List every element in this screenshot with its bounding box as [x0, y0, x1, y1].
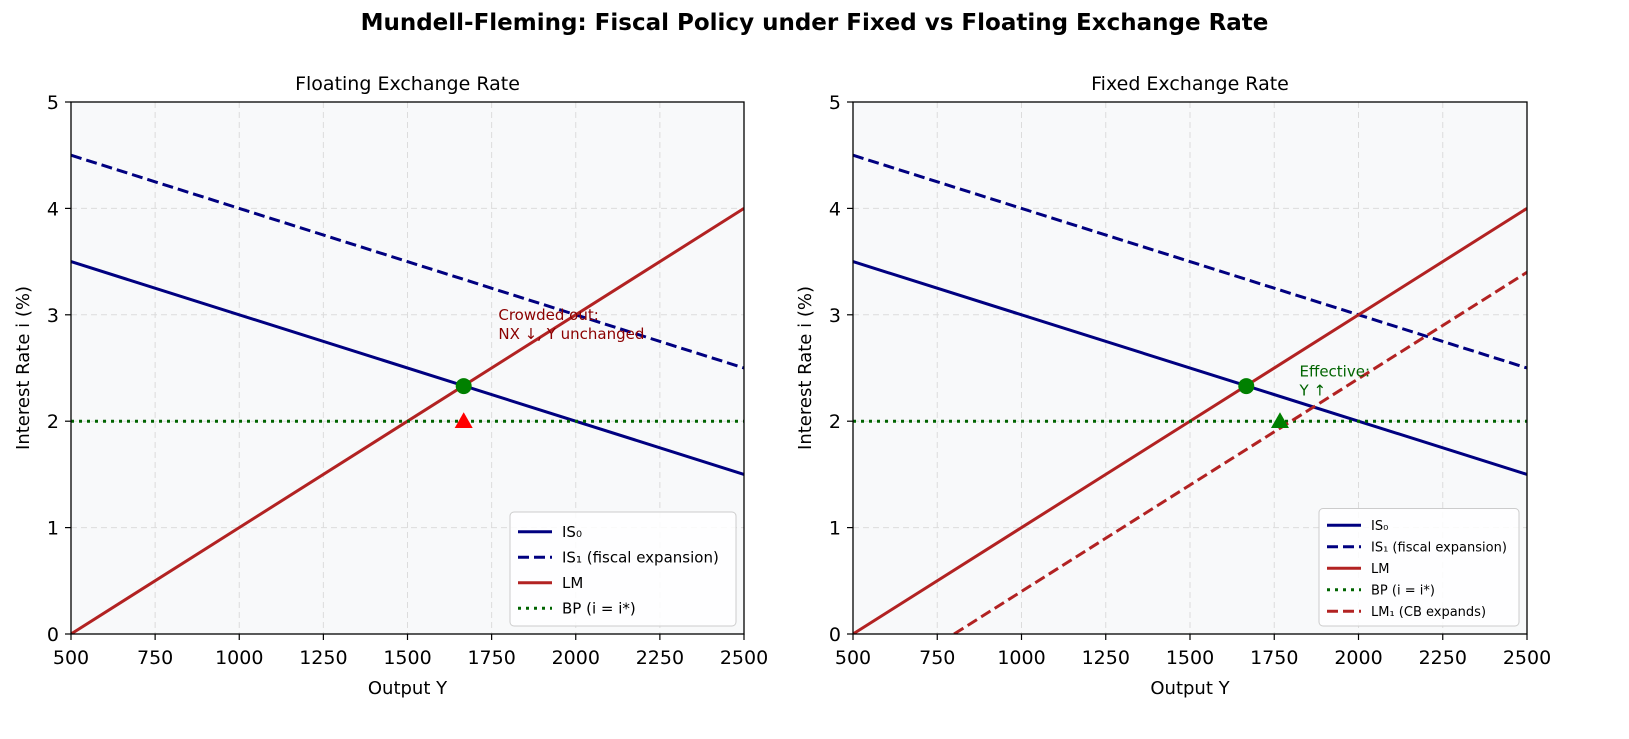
new-equilibrium-marker	[1270, 412, 1289, 428]
y-tick-label: 3	[829, 305, 841, 327]
y-tick-label: 4	[47, 198, 59, 220]
legend: IS₀ IS₁ (fiscal expansion) LM BP (i = i*)	[509, 511, 737, 627]
equilibrium-point	[1238, 378, 1255, 395]
x-tick-label: 1000	[997, 647, 1045, 669]
y-tick-label: 0	[47, 624, 59, 646]
x-tick-label: 1750	[467, 647, 515, 669]
chart-panel-2: Effective: Y ↑500 750 1000 1250 1500 1750 2000 2…	[795, 73, 1551, 699]
legend-label: BP (i = i*)	[562, 600, 636, 618]
x-tick-label: 2250	[636, 647, 684, 669]
y-tick-label: 5	[829, 92, 841, 114]
legend-box	[1318, 508, 1520, 627]
equilibrium-point	[455, 378, 472, 395]
legend-label: LM	[1371, 562, 1389, 577]
legend-label: IS₁ (fiscal expansion)	[562, 549, 719, 567]
legend: IS₀ IS₁ (fiscal expansion) LM BP (i = i*) LM…	[1318, 508, 1520, 627]
y-tick-label: 1	[47, 518, 59, 540]
x-tick-label: 1500	[1166, 647, 1214, 669]
y-tick-label: 5	[47, 92, 59, 114]
x-tick-label: 1250	[1082, 647, 1130, 669]
legend-label: IS₀	[562, 523, 582, 541]
series-line-2	[71, 153, 744, 370]
series-line-1	[71, 260, 744, 476]
series-line-2	[853, 153, 1527, 370]
x-tick-label: 500	[53, 647, 89, 669]
x-tick-label: 2000	[552, 647, 600, 669]
annotation: Crowded out: NX ↓, Y unchanged	[498, 306, 644, 343]
y-axis-label: Interest Rate i (%)	[795, 286, 816, 450]
legend-box	[509, 511, 737, 627]
x-tick-label: 1000	[215, 647, 263, 669]
y-tick-label: 1	[829, 518, 841, 540]
x-tick-label: 2000	[1334, 647, 1382, 669]
legend-label: LM₁ (CB expands)	[1371, 605, 1486, 620]
figure-title: Mundell-Fleming: Fiscal Policy under Fix…	[360, 10, 1269, 36]
x-tick-label: 1750	[1250, 647, 1298, 669]
legend-label: IS₀	[1371, 519, 1388, 534]
series-line-5	[953, 270, 1527, 634]
x-tick-label: 2250	[1419, 647, 1467, 669]
legend-label: LM	[562, 574, 583, 592]
annotation: Effective: Y ↑	[1299, 363, 1371, 400]
legend-label: IS₁ (fiscal expansion)	[1371, 540, 1507, 555]
x-tick-label: 500	[835, 647, 871, 669]
x-tick-label: 2500	[720, 647, 768, 669]
x-tick-label: 2500	[1503, 647, 1551, 669]
x-tick-label: 750	[919, 647, 955, 669]
x-tick-label: 750	[137, 647, 173, 669]
y-tick-label: 0	[829, 624, 841, 646]
x-axis-label: Output Y	[368, 678, 448, 699]
y-tick-label: 2	[829, 411, 841, 433]
x-axis-label: Output Y	[1150, 678, 1230, 699]
chart-panel-1: Crowded out: NX ↓, Y unchanged 500 750 1000 1…	[13, 73, 768, 699]
x-tick-label: 1250	[299, 647, 347, 669]
y-tick-label: 3	[47, 305, 59, 327]
y-tick-label: 4	[829, 198, 841, 220]
chart-title: Fixed Exchange Rate	[1091, 73, 1289, 95]
y-tick-label: 2	[47, 411, 59, 433]
new-equilibrium-marker	[454, 412, 473, 428]
series-line-1	[853, 260, 1527, 476]
legend-label: BP (i = i*)	[1371, 583, 1435, 598]
y-axis-label: Interest Rate i (%)	[13, 286, 34, 450]
x-tick-label: 1500	[383, 647, 431, 669]
chart-title: Floating Exchange Rate	[295, 73, 520, 95]
